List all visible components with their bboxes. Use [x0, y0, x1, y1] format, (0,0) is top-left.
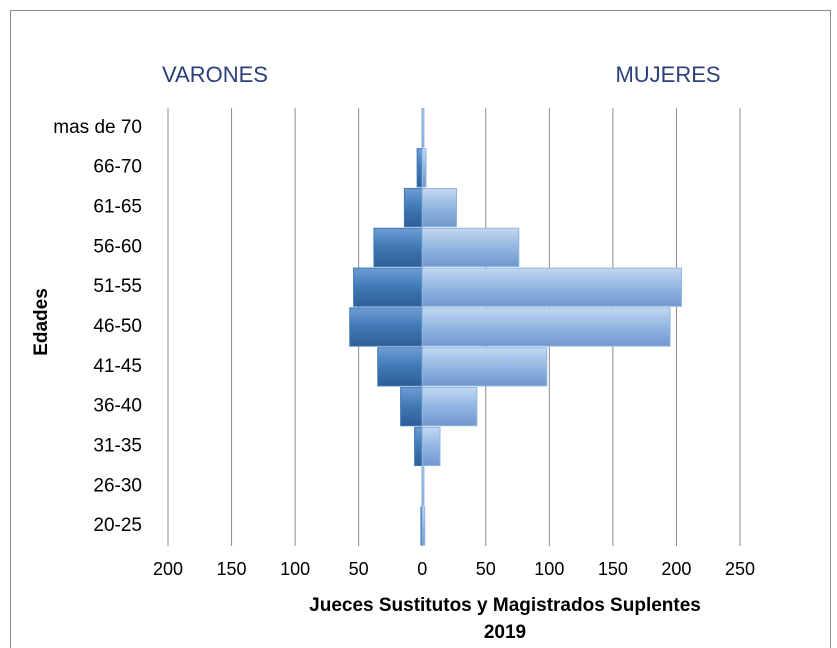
x-axis-label: Jueces Sustitutos y Magistrados Suplente…: [309, 595, 701, 616]
bar: [353, 267, 423, 307]
bar: [421, 307, 671, 347]
bar: [421, 466, 425, 506]
y-tick-label: 20-25: [93, 515, 142, 536]
x-tick-label: 100: [534, 559, 564, 579]
bar: [421, 227, 520, 267]
y-tick-label: 46-50: [93, 316, 142, 337]
bar: [400, 387, 423, 427]
y-axis-label: Edades: [31, 288, 52, 356]
bar: [421, 148, 427, 188]
y-tick-label: 51-55: [93, 276, 142, 297]
x-tick-label: 150: [217, 559, 247, 579]
x-tick-label: 250: [725, 559, 755, 579]
x-tick-label: 100: [280, 559, 310, 579]
bar: [421, 347, 548, 387]
y-tick-label: 56-60: [93, 236, 142, 257]
series-header: VARONES: [162, 62, 268, 87]
bar: [421, 108, 425, 148]
x-tick-label: 0: [417, 559, 427, 579]
bar: [421, 506, 426, 546]
bar: [416, 148, 423, 188]
bar: [421, 187, 458, 228]
y-tick-label: mas de 70: [53, 117, 142, 138]
bar: [373, 227, 423, 267]
bar: [421, 267, 683, 307]
y-tick-label: 26-30: [93, 475, 142, 496]
bar: [421, 387, 478, 427]
x-axis-label: 2019: [484, 622, 526, 643]
x-tick-label: 150: [598, 559, 628, 579]
x-tick-label: 200: [153, 559, 183, 579]
y-tick-label: 66-70: [93, 157, 142, 178]
x-tick-label: 50: [476, 559, 496, 579]
y-tick-label: 31-35: [93, 435, 142, 456]
x-tick-label: 200: [661, 559, 691, 579]
bar: [403, 187, 423, 228]
y-tick-label: 61-65: [93, 197, 142, 218]
y-tick-label: 41-45: [93, 356, 142, 377]
bar: [421, 426, 441, 467]
y-tick-label: 36-40: [93, 396, 142, 417]
series-header: MUJERES: [615, 62, 720, 87]
bar: [414, 426, 423, 467]
bar: [349, 307, 423, 347]
bar: [377, 347, 423, 387]
x-tick-label: 50: [349, 559, 369, 579]
